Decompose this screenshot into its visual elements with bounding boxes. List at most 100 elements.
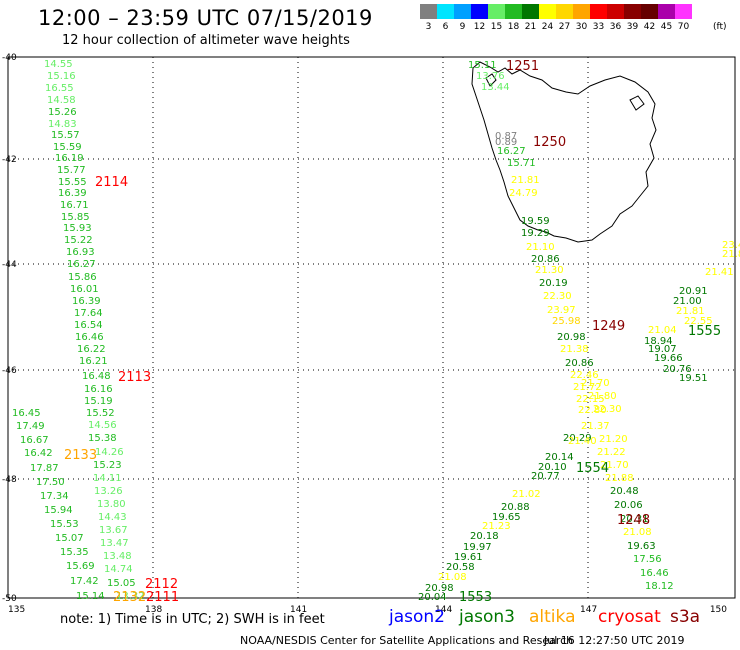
wave-height-value: 15.93 — [63, 223, 92, 234]
color-scale-label: 24 — [541, 22, 554, 32]
color-scale-cell: 36 — [607, 4, 624, 32]
wave-height-value: 15.14 — [76, 591, 105, 602]
wave-height-value: 15.71 — [507, 158, 536, 169]
wave-height-value: 16.39 — [72, 296, 101, 307]
wave-height-value: 21.85 — [722, 249, 740, 260]
wave-height-value: 20.06 — [614, 500, 643, 511]
pass-number: 1251 — [506, 59, 539, 74]
color-scale-cell: 24 — [539, 4, 556, 32]
color-scale-unit: (ft) — [713, 22, 727, 32]
color-scale-label: 3 — [425, 22, 432, 32]
color-scale-cell: 15 — [488, 4, 505, 32]
color-scale-label: 21 — [524, 22, 537, 32]
color-scale-label: 39 — [626, 22, 639, 32]
color-scale-label: 18 — [507, 22, 520, 32]
legend-cryosat: cryosat — [598, 607, 661, 627]
color-scale-label: 45 — [660, 22, 673, 32]
color-scale-cell: 42 — [641, 4, 658, 32]
wave-height-value: 20.29 — [563, 433, 592, 444]
wave-height-value: 16.71 — [60, 200, 89, 211]
pass-number: 2111 — [146, 590, 179, 605]
wave-height-value: 20.77 — [531, 471, 560, 482]
wave-height-value: 20.98 — [425, 583, 454, 594]
wave-height-value: 15.85 — [61, 212, 90, 223]
wave-height-value: 21.81 — [511, 175, 540, 186]
wave-height-value: 15.35 — [60, 547, 89, 558]
color-scale-label: 70 — [677, 22, 690, 32]
wave-height-value: 20.04 — [418, 592, 447, 603]
wave-height-value: 20.18 — [470, 531, 499, 542]
wave-height-value: 15.26 — [48, 107, 77, 118]
legend-jason3: jason3 — [459, 607, 515, 627]
wave-height-value: 14.43 — [98, 512, 127, 523]
wave-height-value: 22.30 — [593, 404, 622, 415]
wave-height-value: 21.70 — [600, 460, 629, 471]
wave-height-value: 19.97 — [463, 542, 492, 553]
wave-height-value: 14.11 — [93, 473, 122, 484]
wave-height-value: 21.20 — [599, 434, 628, 445]
lat-tick-label: -42 — [2, 155, 17, 165]
color-scale-cell: 70 — [675, 4, 692, 32]
wave-height-value: 13.44 — [481, 82, 510, 93]
wave-height-value: 18.12 — [645, 581, 674, 592]
wave-height-value: 20.31 — [620, 514, 649, 525]
wave-height-value: 20.48 — [610, 486, 639, 497]
lat-tick-label: -40 — [2, 53, 17, 63]
wave-height-value: 17.56 — [633, 554, 662, 565]
wave-height-value: 24.79 — [509, 188, 538, 199]
wave-height-value: 15.52 — [86, 408, 115, 419]
wave-height-value: 22.80 — [578, 405, 607, 416]
wave-height-value: 19.07 — [648, 344, 677, 355]
wave-height-value: 20.58 — [446, 562, 475, 573]
wave-height-value: 17.34 — [40, 491, 69, 502]
wave-height-value: 17.64 — [74, 308, 103, 319]
wave-height-value: 15.69 — [66, 561, 95, 572]
wave-height-value: 21.22 — [597, 447, 626, 458]
wave-height-value: 16.27 — [497, 146, 526, 157]
color-scale-label: 30 — [575, 22, 588, 32]
wave-height-value: 16.46 — [640, 568, 669, 579]
wave-height-value: 13.26 — [94, 486, 123, 497]
wave-height-value: 16.55 — [45, 83, 74, 94]
wave-height-value: 14.56 — [88, 420, 117, 431]
color-scale-cell: 27 — [556, 4, 573, 32]
color-scale-label: 9 — [459, 22, 466, 32]
wave-height-value: 13.76 — [476, 71, 505, 82]
wave-height-value: 21.38 — [560, 344, 589, 355]
wave-height-value: 21.00 — [673, 296, 702, 307]
wave-height-value: 21.70 — [581, 378, 610, 389]
wave-height-value: 16.22 — [77, 344, 106, 355]
wave-height-value: 21.41 — [705, 267, 734, 278]
wave-height-value: 21.08 — [438, 572, 467, 583]
wave-height-value: 21.88 — [605, 473, 634, 484]
wave-height-value: 16.27 — [67, 259, 96, 270]
wave-height-value: 15.55 — [58, 177, 87, 188]
pass-number: 1249 — [592, 319, 625, 334]
wave-height-value: 22.55 — [684, 316, 713, 327]
wave-height-value: 17.87 — [30, 463, 59, 474]
color-scale-label: 6 — [442, 22, 449, 32]
color-scale-cell: 21 — [522, 4, 539, 32]
wave-height-value: 15.57 — [51, 130, 80, 141]
color-scale-cell: 3 — [420, 4, 437, 32]
wave-height-value: 16.16 — [84, 384, 113, 395]
legend-jason2: jason2 — [389, 607, 445, 627]
wave-height-value: 14.26 — [95, 447, 124, 458]
track-value-labels: 14.5515.1616.5514.5815.2614.8315.5715.59… — [12, 59, 740, 605]
lon-tick-label: 144 — [435, 605, 452, 615]
color-scale-label: 33 — [592, 22, 605, 32]
wave-height-value: 22.30 — [543, 291, 572, 302]
legend-altika: altika — [529, 607, 576, 627]
wave-height-value: 17.49 — [16, 421, 45, 432]
pass-number: 2132 — [113, 590, 146, 605]
wave-height-value: 22.15 — [576, 394, 605, 405]
wave-height-value: 15.16 — [47, 71, 76, 82]
wave-height-value: 0.87 — [495, 131, 517, 142]
wave-height-value: 21.23 — [482, 521, 511, 532]
wave-height-value: 15.77 — [57, 165, 86, 176]
wave-height-value: 14.58 — [47, 95, 76, 106]
wave-height-value: 23.97 — [547, 305, 576, 316]
pass-number: 1248 — [617, 513, 650, 528]
island-outline — [485, 73, 497, 87]
